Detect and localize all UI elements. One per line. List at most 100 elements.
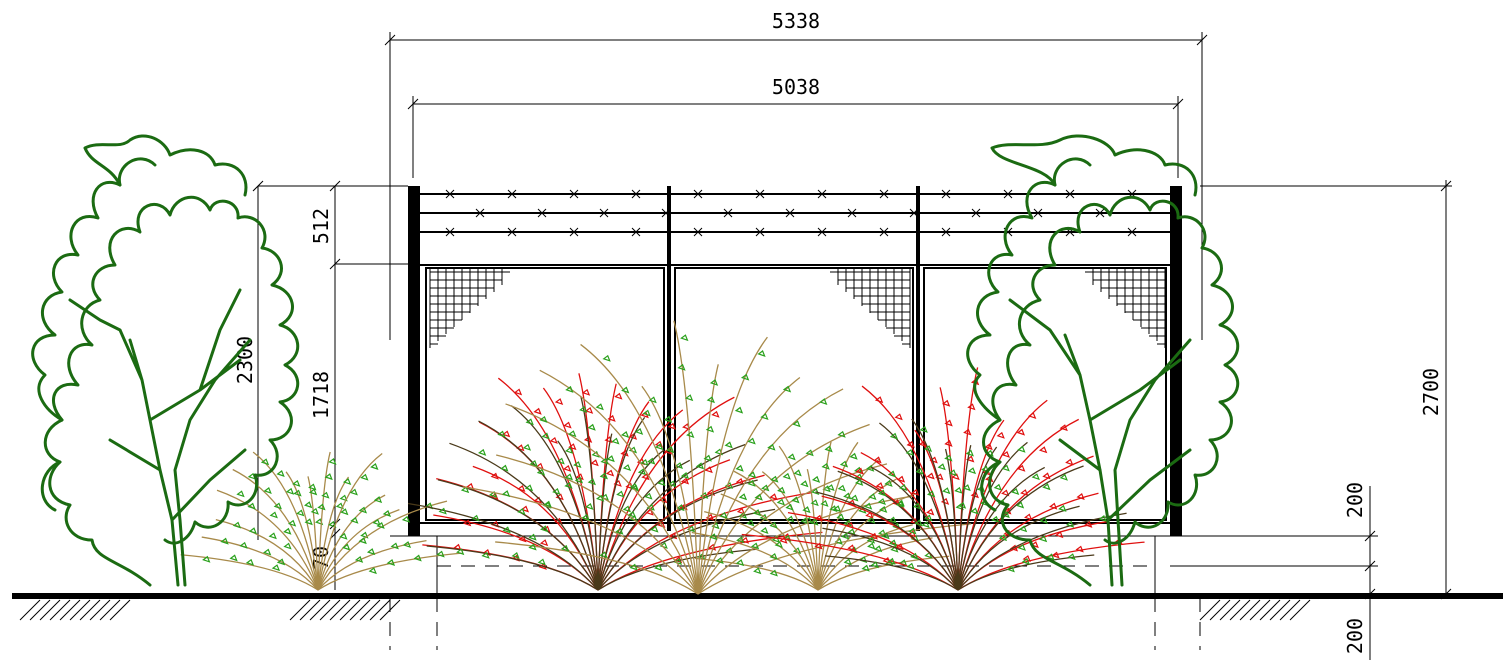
shrub-leaf (358, 506, 368, 514)
shrub-stem (495, 541, 699, 595)
shrub-leaf (787, 453, 796, 461)
shrub-leaf (1046, 553, 1055, 561)
shrub-leaf (912, 502, 922, 510)
tree-right (966, 134, 1240, 587)
shrub-leaf (273, 502, 282, 510)
shrub-leaf (707, 543, 717, 551)
shrub-stem (407, 502, 599, 591)
shrub-leaf (970, 507, 979, 515)
shrub-stem (697, 388, 844, 595)
shrub-leaf (777, 486, 786, 494)
shrub-leaf (517, 507, 526, 515)
shrub-leaf (769, 521, 778, 529)
shrub-stem (697, 377, 801, 595)
shrub-leaf (1076, 493, 1085, 500)
hatch-line (39, 599, 61, 621)
shrub-leaf (1084, 520, 1093, 528)
barbed-height-label: 512 (309, 208, 333, 244)
shrub-leaf (847, 499, 856, 507)
shrub-leaf (622, 464, 632, 472)
hatch-line (79, 599, 101, 621)
shrub-leaf (910, 552, 919, 560)
shrub-leaf (703, 454, 712, 462)
shrub-leaf (376, 521, 385, 529)
shrub-leaf (520, 505, 530, 513)
shrub-stem (957, 466, 1046, 591)
shrub-leaf (854, 473, 864, 481)
shrub-leaf (1010, 488, 1020, 495)
shrub-leaf (648, 396, 657, 404)
shrub-leaf (599, 472, 608, 480)
shrub-leaf (1075, 545, 1084, 553)
shrub-leaf (870, 561, 879, 569)
hatch-line (99, 599, 121, 621)
shrub-leaf (673, 558, 683, 566)
shrub-leaf (810, 488, 820, 496)
shrub-leaf (829, 505, 838, 513)
shrub-leaf (321, 491, 330, 499)
shrub-leaf (915, 467, 924, 475)
shrub-leaf (684, 394, 694, 402)
shrub-leaf (890, 545, 899, 553)
shrub-leaf (581, 513, 590, 521)
shrub-leaf (1098, 515, 1107, 522)
shrub-leaf (896, 475, 906, 483)
shrub-leaf (276, 470, 285, 477)
shrub-leaf (524, 484, 534, 492)
shrub-leaf (629, 563, 638, 571)
dimension-inner-width: 5038 (407, 75, 1184, 178)
shrub-leaf (895, 543, 904, 551)
shrub-leaf (360, 531, 369, 539)
shrub-leaf (552, 488, 561, 495)
shrub-leaf (595, 403, 604, 411)
shrub-leaf (792, 420, 801, 428)
barb-mark (941, 227, 951, 237)
shrub-stem (597, 449, 665, 591)
shrub-leaf (769, 569, 778, 577)
shrub-leaf (456, 548, 465, 556)
shrub-leaf (202, 555, 211, 563)
shrub-leaf (1058, 504, 1067, 512)
hatch-line (1249, 599, 1271, 621)
shrub-leaf (342, 478, 352, 486)
shrub-leaf (800, 480, 809, 488)
shrub-leaf (1028, 412, 1037, 420)
shrub-leaf (471, 514, 480, 522)
shrub-leaf (888, 516, 897, 524)
shrub-leaf (574, 476, 584, 484)
barb-mark (909, 208, 919, 218)
dimension-left: 2300 512 1718 70 (233, 180, 408, 590)
shrub-leaf (967, 403, 976, 411)
shrub-stem (697, 495, 914, 595)
shrub-stem (232, 468, 319, 591)
shrub-leaf (667, 422, 676, 430)
shrub-leaf (349, 488, 358, 496)
shrub-leaf (621, 386, 630, 394)
barb-mark (879, 227, 889, 237)
hatch-line (299, 599, 321, 621)
shrub-leaf (366, 548, 376, 556)
shrub-leaf (753, 567, 762, 575)
shrub-leaf (735, 464, 744, 472)
shrub-leaf (533, 407, 542, 415)
shrub-leaf (738, 493, 748, 501)
shrub-leaf (906, 440, 915, 448)
shrub-leaf (513, 388, 523, 396)
shrub-leaf (587, 423, 596, 431)
shrub-leaf (536, 468, 546, 476)
shrub-leaf (1067, 553, 1076, 561)
shrub-leaf (869, 532, 878, 540)
hatch-line (69, 599, 91, 621)
shrub-leaf (328, 457, 337, 465)
shrub-leaf (1042, 472, 1051, 480)
shrub-leaf (715, 557, 724, 565)
fence-height-label: 2300 (233, 336, 257, 384)
shrub-leaf (358, 537, 367, 545)
shrub-leaf (740, 373, 750, 381)
hatch-line (19, 599, 41, 621)
shrub-leaf (637, 468, 647, 476)
shrub-stem (815, 491, 959, 591)
shrub-stem (673, 320, 699, 595)
shrub-leaf (560, 544, 570, 552)
shrub-leaf (868, 493, 877, 501)
